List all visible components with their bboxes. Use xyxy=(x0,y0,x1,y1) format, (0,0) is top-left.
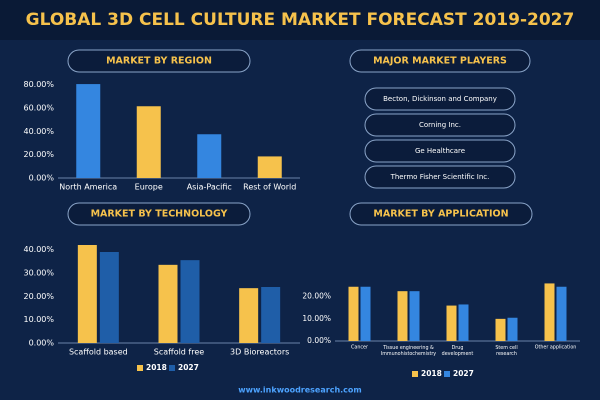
bar xyxy=(507,317,518,341)
y-tick-label: 40.00% xyxy=(23,245,54,254)
chart-title: MARKET BY REGION xyxy=(106,56,212,67)
bar xyxy=(556,286,567,341)
y-tick-label: 60.00% xyxy=(23,104,54,113)
y-tick-label: 10.00% xyxy=(302,314,331,323)
x-tick-label: Scaffold free xyxy=(154,348,204,357)
legend-swatch xyxy=(169,365,175,371)
legend-swatch xyxy=(412,371,418,377)
bar xyxy=(261,287,281,343)
y-tick-label: 80.00% xyxy=(23,80,54,89)
x-tick-label: North America xyxy=(59,183,117,192)
legend-swatch xyxy=(444,371,450,377)
x-tick-label: Stem cell research xyxy=(495,345,517,357)
bar xyxy=(360,286,371,341)
bar xyxy=(544,283,555,341)
player-name: Becton, Dickinson and Company xyxy=(383,95,497,103)
section-pill xyxy=(349,202,533,226)
legend-label: 2027 xyxy=(178,363,199,372)
legend-label: 2018 xyxy=(146,363,167,372)
player-name: Ge Healthcare xyxy=(415,147,465,155)
y-tick-label: 20.00% xyxy=(23,150,54,159)
section-pill xyxy=(67,49,251,73)
bar xyxy=(446,305,457,341)
bar xyxy=(257,156,282,178)
bar xyxy=(397,291,408,341)
player-name: Thermo Fisher Scientific Inc. xyxy=(390,173,490,181)
header-band xyxy=(0,0,600,40)
y-tick-label: 10.00% xyxy=(23,315,54,324)
bar xyxy=(136,106,161,178)
bar xyxy=(239,288,259,343)
bar xyxy=(99,252,119,343)
section-pill xyxy=(67,202,251,226)
y-tick-label: 0.00% xyxy=(307,336,331,345)
player-pill xyxy=(364,139,516,163)
footer: www.inkwoodresearch.com xyxy=(238,386,362,395)
bar xyxy=(76,84,101,178)
y-tick-label: 20.00% xyxy=(302,292,331,301)
player-pill xyxy=(364,113,516,137)
bar xyxy=(409,291,420,341)
x-tick-label: Tissue engineering & Immunohistochemistry xyxy=(381,345,436,357)
x-tick-label: 3D Bioreactors xyxy=(230,348,289,357)
y-tick-label: 0.00% xyxy=(29,174,55,183)
bar xyxy=(495,318,506,341)
x-tick-label: Europe xyxy=(135,183,163,192)
bar xyxy=(458,304,469,341)
y-tick-label: 20.00% xyxy=(23,292,54,301)
bar xyxy=(158,264,178,343)
bar xyxy=(197,134,222,178)
y-tick-label: 40.00% xyxy=(23,127,54,136)
x-tick-label: Other application xyxy=(535,345,577,351)
x-tick-label: Drug development xyxy=(442,345,474,357)
bar xyxy=(348,286,359,341)
legend-label: 2018 xyxy=(421,369,442,378)
page-title: GLOBAL 3D CELL CULTURE MARKET FORECAST 2… xyxy=(26,10,575,30)
player-pill xyxy=(364,165,516,189)
bar xyxy=(77,245,97,343)
x-tick-label: Rest of World xyxy=(243,183,296,192)
legend-swatch xyxy=(137,365,143,371)
x-tick-label: Cancer xyxy=(351,345,368,351)
y-tick-label: 30.00% xyxy=(23,269,54,278)
x-tick-label: Scaffold based xyxy=(69,348,128,357)
section-pill xyxy=(349,49,531,73)
chart-title: MARKET BY TECHNOLOGY xyxy=(91,209,228,220)
players-title: MAJOR MARKET PLAYERS xyxy=(373,56,507,67)
player-pill xyxy=(364,87,516,111)
x-tick-label: Asia-Pacific xyxy=(187,183,232,192)
bar xyxy=(180,260,200,343)
player-name: Corning Inc. xyxy=(419,121,461,129)
chart-title: MARKET BY APPLICATION xyxy=(373,209,508,220)
legend-label: 2027 xyxy=(453,369,474,378)
y-tick-label: 0.00% xyxy=(29,339,55,348)
